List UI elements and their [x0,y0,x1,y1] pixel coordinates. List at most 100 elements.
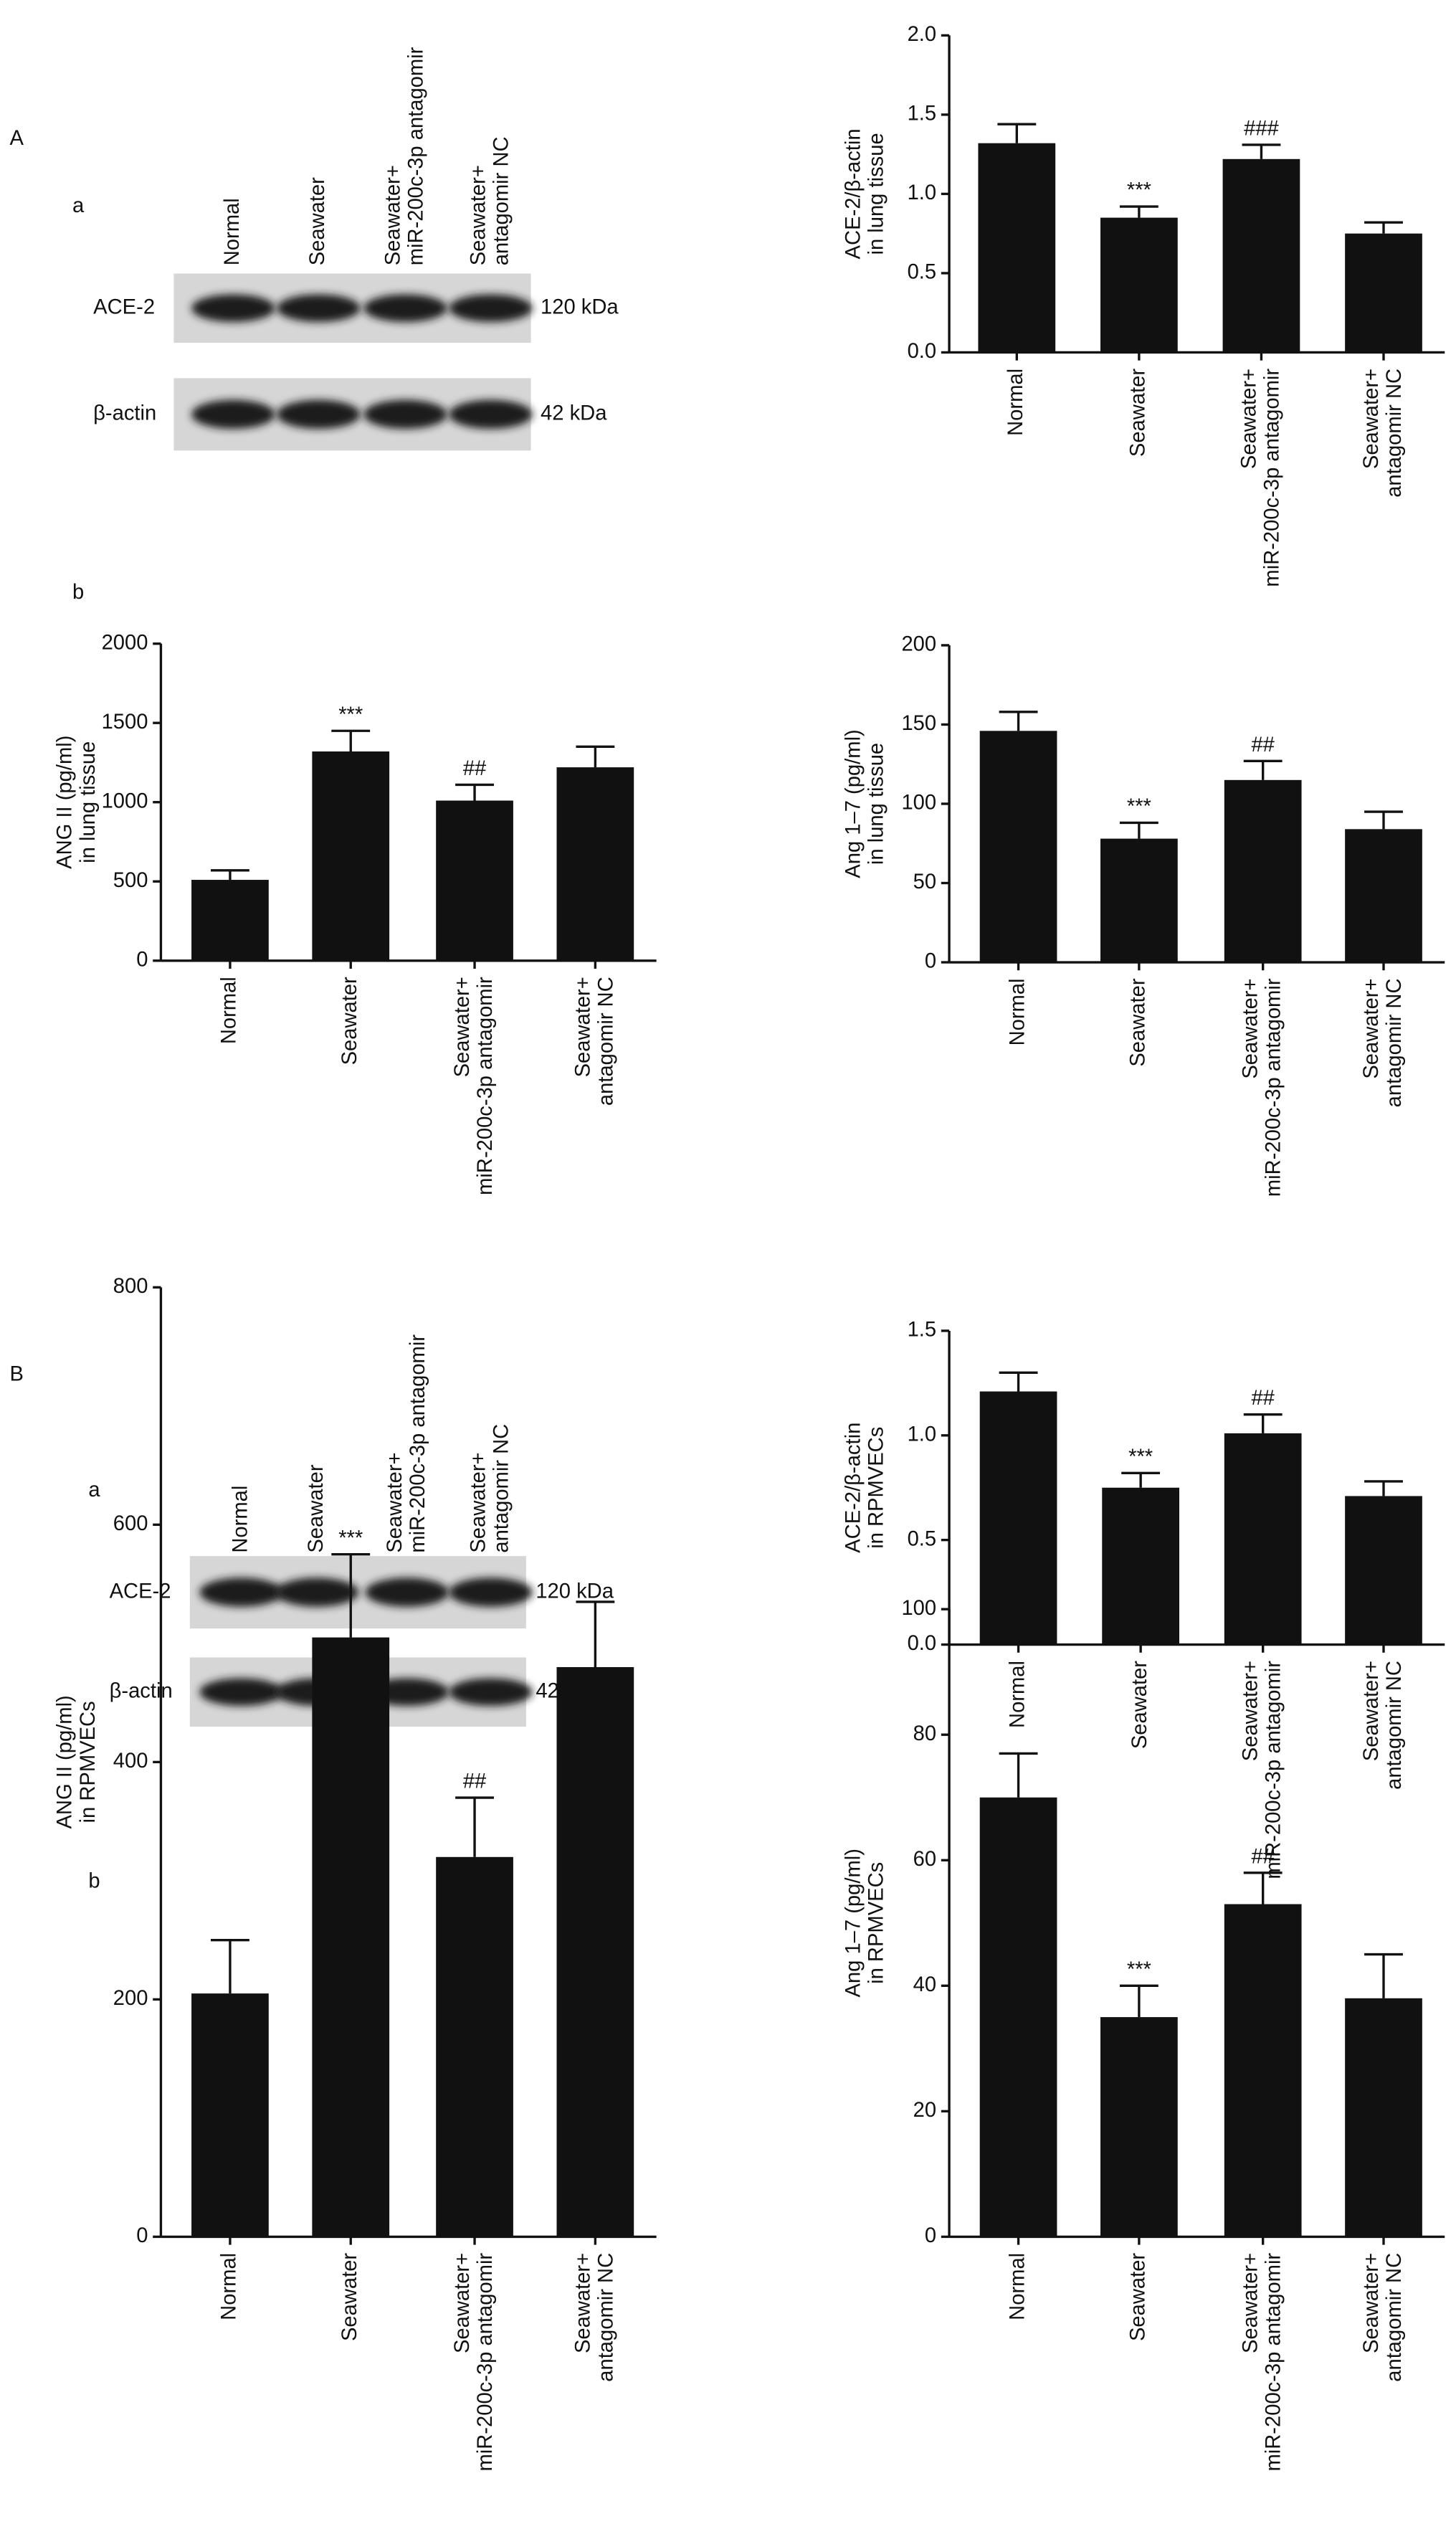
x-tick-label: Seawater [338,977,361,1065]
y-axis-label: Ang 1–7 (pg/ml)in RPMVECs [842,1849,888,1997]
x-label-group: Seawater+antagomir NC [1360,2253,1406,2382]
bar [1224,1904,1302,2237]
y-tick-label: 400 [113,1750,148,1773]
x-tick-label: Normal [1006,978,1029,1045]
x-label-group: Seawater+miR-200c-3p antagomir [1239,978,1285,1197]
y-tick-label: 0 [925,2224,936,2247]
error-bar [331,729,371,751]
blot-band [449,1678,533,1707]
y-tick-label: 60 [913,1848,936,1871]
bar [1224,779,1302,963]
bar [1100,2017,1178,2237]
bar [436,1856,513,2237]
x-label-group: Seawater [1127,2253,1150,2341]
blot-band [199,1578,283,1607]
blot-band [277,399,361,430]
x-label-group: Normal [1006,2253,1029,2320]
y-tick-label: 2000 [102,631,148,654]
error-bar [331,1553,371,1638]
bar [191,880,269,961]
x-tick-label: Seawater+miR-200c-3p antagomir [1237,369,1283,587]
error-bar [999,1371,1038,1392]
x-tick-label: Seawater [1128,1661,1151,1749]
x-tick-label: Seawater+miR-200c-3p antagomir [1239,2253,1285,2472]
x-label-group: Seawater+miR-200c-3p antagomir [1237,369,1283,587]
lane-label-group: Normal [221,198,244,265]
y-tick-label: 0.0 [908,340,937,363]
blot-band [449,399,533,430]
bar [978,143,1056,353]
lane-label: Normal [229,1486,252,1553]
error-bar [210,869,249,881]
x-tick-label: Seawater+miR-200c-3p antagomir [1239,978,1285,1197]
blot-band [191,399,275,430]
y-label-group: ACE-2/β-actinin lung tissue [842,128,888,259]
y-tick-label: 200 [901,633,936,656]
y-tick-label: 1000 [102,789,148,812]
significance-mark: ## [1251,1387,1275,1410]
bar [1345,829,1422,963]
band-size: 42 kDa [541,402,607,425]
lane-label-group: Seawater+miR-200c-3p antagomir [381,47,427,265]
x-tick-label: Seawater+antagomir NC [571,2253,617,2382]
x-label-group: Normal [1006,978,1029,1045]
blot-band [277,294,361,323]
blot-band [199,1678,283,1707]
lane-label-group: Seawater+miR-200c-3p antagomir [383,1334,429,1553]
x-label-group: Normal [218,977,241,1044]
x-label-group: Normal [1006,1661,1029,1728]
y-tick-label: 40 [913,1973,936,1996]
significance-mark: ## [463,757,487,780]
bar [1102,1487,1179,1645]
error-bar [1243,1413,1283,1433]
y-tick-label: 1.0 [908,1423,937,1446]
x-label-group: Seawater+miR-200c-3p antagomir [451,2253,497,2472]
error-bar [455,1796,494,1857]
band-name: ACE-2 [93,295,155,318]
error-bar [576,1600,615,1667]
x-label-group: Seawater [1128,1661,1151,1749]
bar [1345,1998,1422,2237]
bar [556,767,634,961]
lane-label: Normal [221,198,244,265]
error-bar [1119,1984,1158,2018]
lane-label: Seawater+miR-200c-3p antagomir [381,47,427,265]
bar [979,731,1057,963]
significance-mark: *** [338,1527,363,1550]
y-axis-label: Ang 1–7 (pg/ml)in lung tissue [842,729,888,878]
sub-panel-label: b [88,1869,100,1892]
band-size: 120 kDa [536,1580,614,1603]
error-bar [1364,810,1403,830]
x-label-group: Seawater+antagomir NC [571,2253,617,2382]
significance-mark: ## [463,1770,487,1793]
x-tick-label: Seawater+antagomir NC [1360,369,1406,498]
bar [312,1637,390,2237]
x-tick-label: Normal [1006,2253,1029,2320]
x-tick-label: Seawater [1127,978,1150,1066]
y-tick-label: 500 [113,869,148,892]
lane-label-group: Seawater+antagomir NC [467,136,513,265]
x-tick-label: Seawater+antagomir NC [1360,2253,1406,2382]
y-tick-label: 1500 [102,711,148,734]
y-tick-label: 0.5 [908,1527,937,1550]
y-tick-label: 150 [901,712,936,735]
y-tick-label: 2.0 [908,23,937,46]
blot-band [275,1578,359,1607]
x-tick-label: Seawater+miR-200c-3p antagomir [1239,1661,1285,1879]
x-label-group: Seawater+antagomir NC [1360,1661,1406,1790]
blot-band [365,1578,449,1607]
bar [1224,1433,1302,1645]
y-tick-label: 20 [913,2099,936,2122]
x-tick-label: Seawater+antagomir NC [1360,1661,1406,1790]
blot-band [363,294,447,323]
panel-label: A [9,127,24,150]
significance-mark: *** [1128,1446,1153,1469]
y-label-group: Ang 1–7 (pg/ml)in RPMVECs [842,1849,888,1997]
blot-band [449,1578,533,1607]
bar [191,1993,269,2237]
lane-label-group: Normal [229,1486,252,1553]
lane-label-group: Seawater+antagomir NC [467,1424,513,1553]
x-label-group: Normal [218,2253,241,2320]
